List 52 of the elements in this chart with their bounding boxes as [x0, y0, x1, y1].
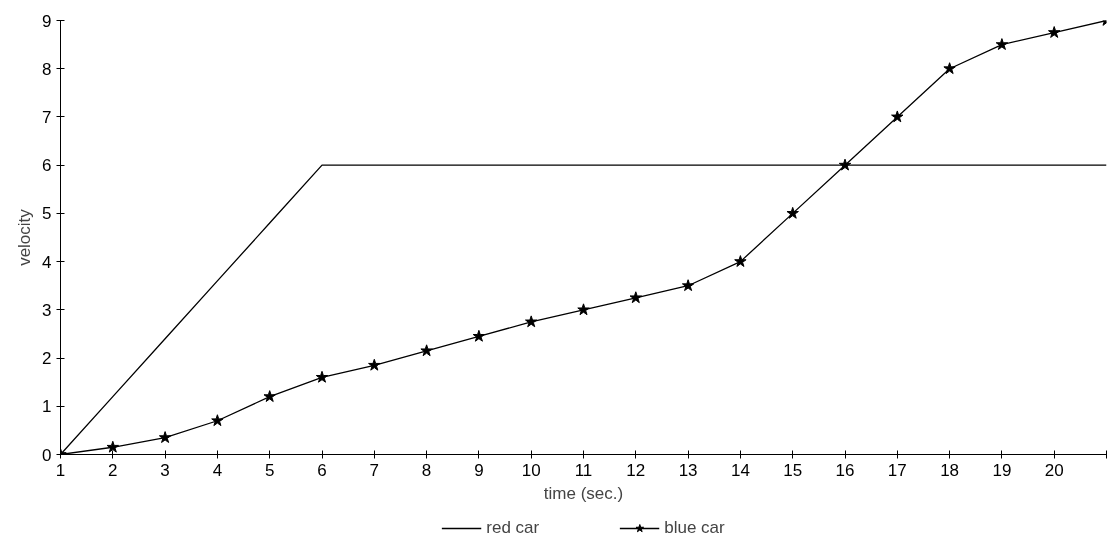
- y-axis-title: velocity: [15, 208, 35, 266]
- y-tick-label: 9: [42, 11, 52, 31]
- y-tick-label: 7: [42, 107, 52, 127]
- x-tick-label: 5: [264, 460, 275, 480]
- x-tick-label: 17: [887, 460, 907, 480]
- x-tick-label: 3: [160, 460, 170, 480]
- point: [577, 303, 590, 316]
- x-tick-label: 1: [55, 460, 66, 480]
- point: [891, 110, 904, 123]
- x-tick-label: 14: [730, 460, 750, 480]
- y-tick-label: 1: [42, 397, 52, 417]
- x-tick-label: 9: [474, 460, 484, 480]
- x-tick-label: 15: [783, 460, 803, 480]
- x-tick-label: 13: [678, 460, 698, 480]
- point: [420, 344, 433, 357]
- point: [106, 440, 120, 453]
- point: [629, 291, 643, 304]
- x-tick-label: 7: [369, 460, 380, 480]
- x-tick-label: 20: [1044, 460, 1064, 480]
- point: [315, 370, 329, 383]
- point: [211, 414, 224, 427]
- point: [263, 390, 276, 402]
- point: [472, 329, 486, 342]
- x-tick-label: 19: [992, 460, 1012, 480]
- point: [943, 62, 956, 75]
- y-tick-label: 4: [42, 252, 52, 272]
- x-axis-title: time (sec.): [543, 483, 624, 503]
- point: [368, 358, 381, 371]
- y-tick-label: 6: [42, 156, 52, 176]
- x-tick-label: 4: [212, 460, 223, 480]
- x-tick-label: 12: [626, 460, 646, 480]
- x-tick-label: 16: [835, 460, 855, 480]
- y-tick-label: 0: [42, 445, 52, 465]
- point: [786, 206, 799, 219]
- x-tick-label: 11: [574, 460, 593, 480]
- x-tick-label: 18: [940, 460, 960, 480]
- y-tick-label: 8: [42, 59, 52, 79]
- x-tick-label: 10: [521, 460, 541, 480]
- point: [524, 315, 538, 328]
- legend-label: red car: [486, 517, 540, 538]
- point: [681, 279, 695, 292]
- y-tick-label: 2: [42, 349, 52, 369]
- point: [734, 255, 747, 267]
- x-tick-label: 8: [421, 460, 432, 480]
- y-tick-label: 3: [42, 300, 52, 320]
- point: [158, 431, 172, 443]
- point: [1047, 26, 1061, 38]
- x-tick-label: 6: [317, 460, 327, 480]
- y-tick-label: 5: [42, 204, 52, 224]
- point: [995, 38, 1009, 50]
- legend-label: blue car: [664, 517, 725, 538]
- x-tick-label: 2: [108, 460, 118, 480]
